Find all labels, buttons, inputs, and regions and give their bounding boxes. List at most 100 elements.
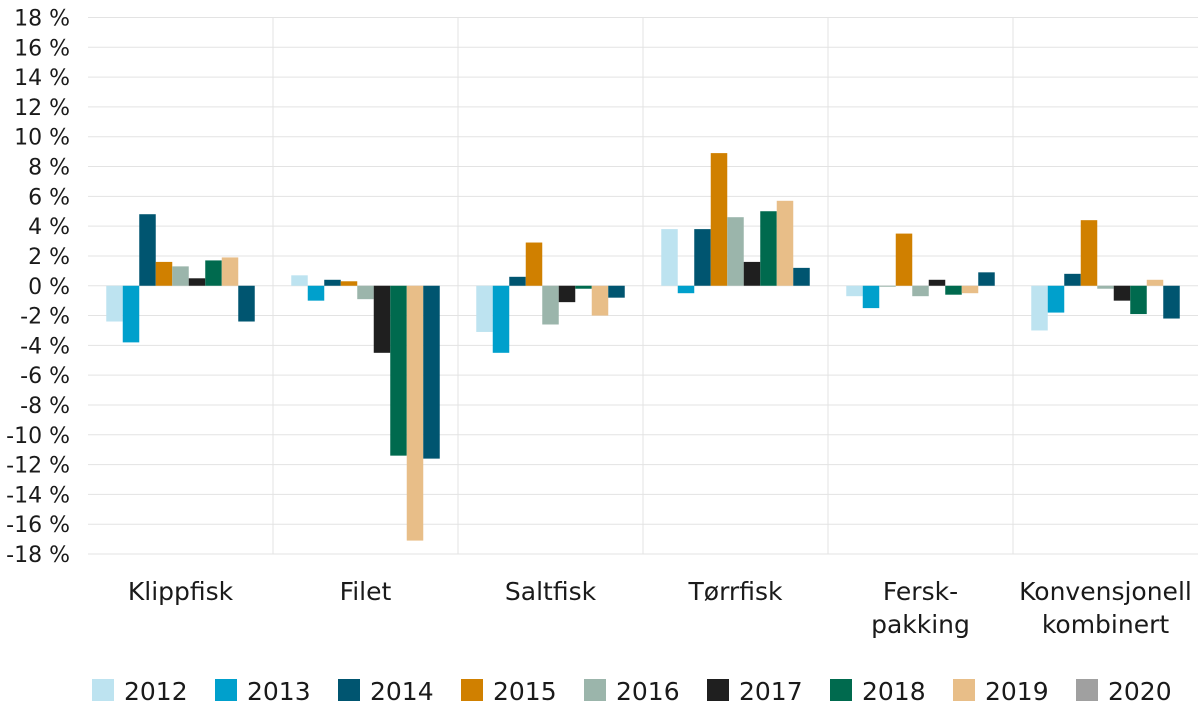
bar-2015-4 [895,233,913,286]
bar-2016-1 [357,285,374,300]
bar-2020-3 [793,267,810,286]
y-tick-label: 2 % [28,245,70,270]
bar-2013-4 [862,285,880,309]
bar-2018-0 [205,260,222,286]
legend-swatch-2015 [461,679,483,701]
legend-swatch-2016 [584,679,606,701]
bar-2019-4 [961,285,979,294]
bar-2014-3 [694,229,711,286]
legend-swatch-2018 [830,679,852,701]
bar-2018-3 [760,211,777,286]
bar-2013-1 [307,285,325,301]
bar-2014-0 [139,214,156,286]
bar-2018-4 [945,285,962,295]
bar-2015-2 [525,242,543,286]
legend-swatch-2019 [953,679,975,701]
legend-label: 2017 [739,677,803,702]
bars [106,153,1180,541]
category-label: Konvensjonell [1019,577,1192,606]
bar-2013-5 [1047,285,1065,313]
bar-2019-1 [406,285,424,541]
category-label: Saltfisk [505,577,597,606]
bar-2020-0 [238,285,255,322]
category-label: Tørrfisk [688,577,783,606]
y-tick-label: 4 % [28,215,70,240]
bar-2016-4 [912,285,929,297]
bar-2019-0 [221,257,239,286]
y-tick-label: -8 % [20,394,70,419]
bar-2015-1 [340,281,358,286]
bar-2015-0 [155,261,173,286]
legend-label: 2014 [370,677,434,702]
legend-swatch-2017 [707,679,729,701]
bar-2020-5 [1163,285,1180,319]
bar-2020-2 [608,285,625,298]
bar-2017-4 [928,279,946,286]
y-tick-label: -4 % [20,334,70,359]
gridlines [88,17,1198,555]
legend-label: 2018 [862,677,926,702]
y-tick-label: 12 % [14,96,70,121]
x-axis-labels: Klippfisk Filet Saltfisk Tørrfisk Fersk-pakk… [128,577,1192,639]
category-label: Fersk- [883,577,958,606]
bar-2012-2 [476,285,493,332]
bar-2016-2 [542,285,559,325]
y-tick-label: -10 % [6,424,70,449]
bar-2017-0 [188,278,206,286]
legend-label: 2019 [985,677,1049,702]
y-tick-label: 10 % [14,126,70,151]
legend-swatch-2013 [215,679,237,701]
bar-2016-3 [727,217,744,286]
bar-2015-5 [1080,220,1098,286]
bar-2013-3 [677,285,695,294]
bar-2019-3 [776,200,794,286]
legend-label: 2015 [493,677,557,702]
y-tick-label: 6 % [28,185,70,210]
bar-2013-0 [122,285,140,343]
legend-swatch-2020 [1076,679,1098,701]
bar-2012-0 [106,285,123,322]
bar-2012-1 [291,275,308,286]
y-tick-label: -14 % [6,483,70,508]
y-tick-label: -12 % [6,454,70,479]
y-tick-label: 16 % [14,36,70,61]
bar-2016-0 [172,266,189,286]
legend: 2012 2013 2014 2015 2016 2017 2018 2019 2020 [92,677,1172,706]
y-tick-label: -2 % [20,305,70,330]
y-tick-label: -16 % [6,513,70,538]
bar-2017-1 [373,285,391,353]
bar-2014-5 [1064,273,1081,286]
y-tick-label: -6 % [20,364,70,389]
bar-2017-5 [1113,285,1131,301]
legend-label: 2020 [1108,677,1172,702]
bar-2017-3 [743,261,761,286]
y-tick-label: 0 % [28,275,70,300]
bar-2019-5 [1146,279,1164,286]
bar-2012-5 [1031,285,1048,331]
bar-2014-1 [324,279,341,286]
legend-label: 2012 [124,677,188,702]
legend-swatch-2014 [338,679,360,701]
bar-2017-2 [558,285,576,303]
category-label: kombinert [1042,610,1170,639]
bar-2018-1 [390,285,407,456]
bar-2014-2 [509,276,526,286]
y-tick-label: 14 % [14,66,70,91]
category-label: pakking [871,610,970,639]
legend-label: 2016 [616,677,680,702]
bar-2012-3 [661,229,678,286]
bar-2015-3 [710,153,728,286]
bar-2019-2 [591,285,609,316]
legend-label: 2013 [247,677,311,702]
y-axis-ticks: -18 % -16 % -14 % -12 % -10 % -8 % -6 % -4 % -2 … [6,7,70,569]
bar-2013-2 [492,285,510,353]
bar-2012-4 [846,285,863,297]
legend-swatch-2012 [92,679,114,701]
bar-2018-2 [575,285,592,289]
bar-2020-4 [978,272,995,286]
y-tick-label: 8 % [28,156,70,181]
category-label: Filet [340,577,392,606]
bar-2020-1 [423,285,440,459]
bar-2016-5 [1097,285,1114,289]
